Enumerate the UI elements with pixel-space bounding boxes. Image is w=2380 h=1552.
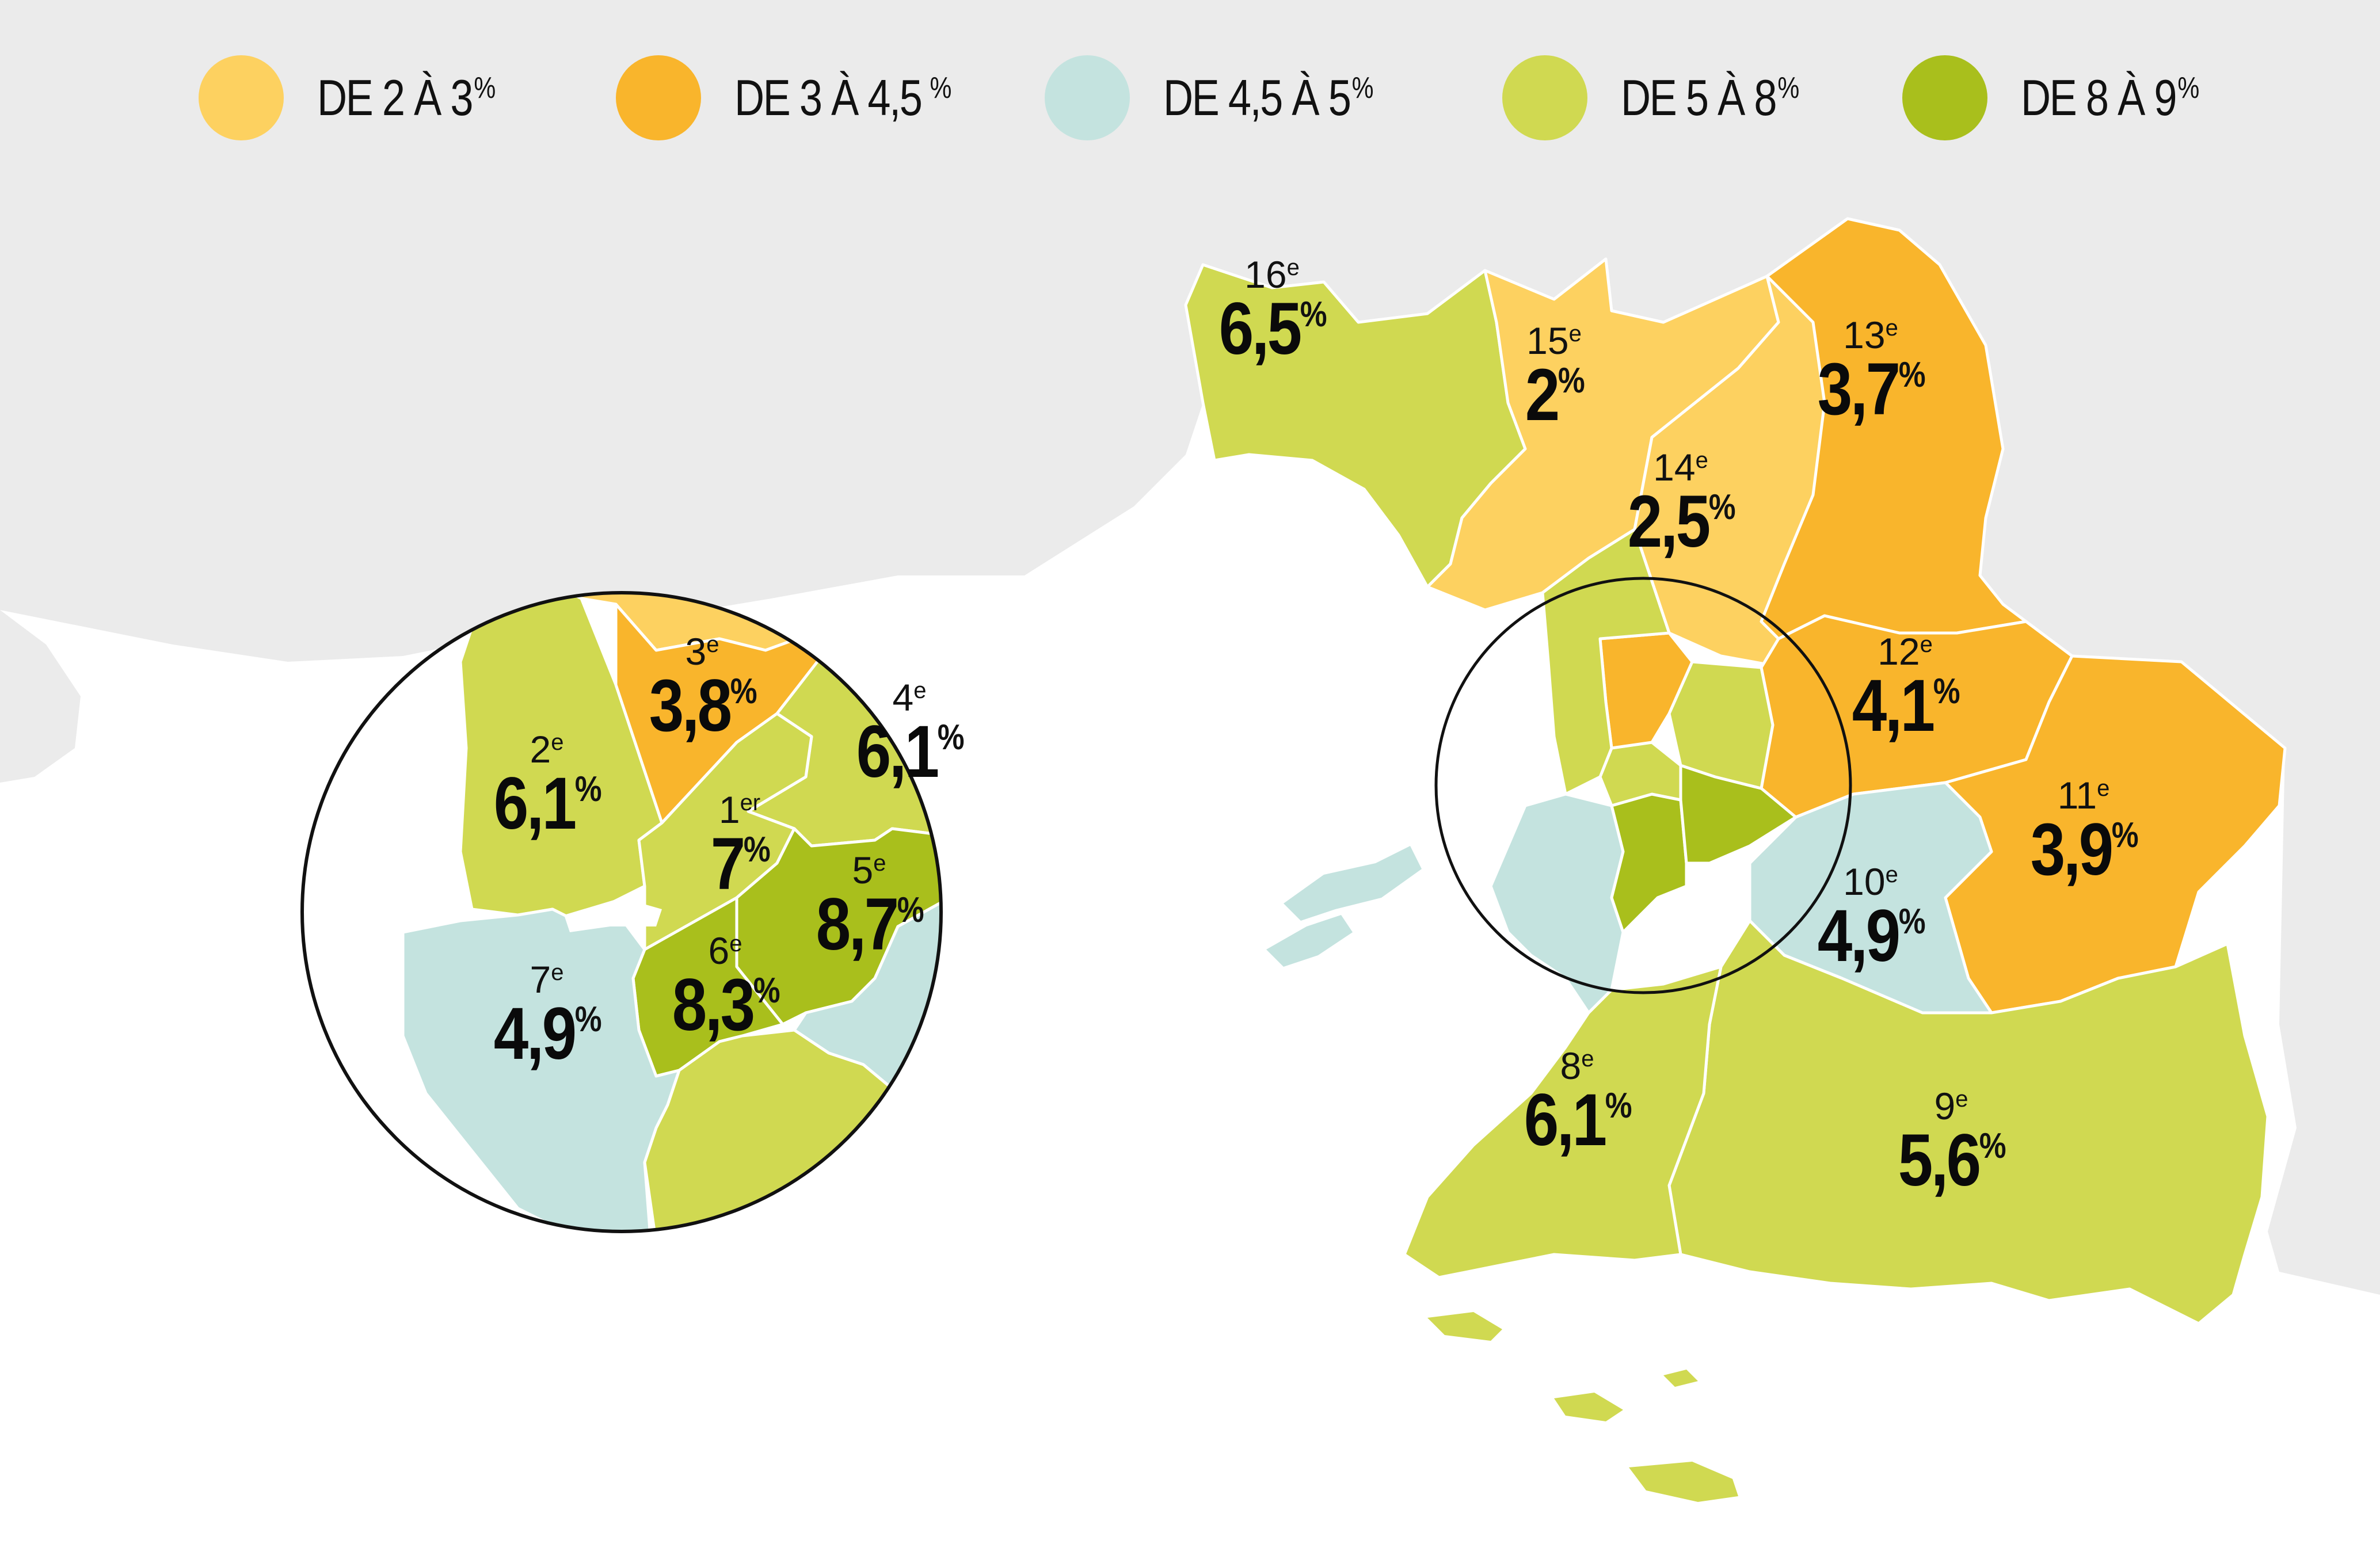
zoom-inset-frame — [300, 591, 943, 1233]
region-8[interactable] — [1403, 965, 1723, 1279]
legend-swatch-5-8 — [1502, 55, 1587, 140]
region-9[interactable] — [1667, 919, 2269, 1325]
riou-islands — [1427, 1312, 1738, 1502]
region-7[interactable] — [1489, 792, 1625, 1015]
zoom-inset — [302, 593, 1036, 1231]
main-map — [1184, 217, 2287, 1325]
label-arr-8: 8e6,1% — [1524, 1044, 1633, 1161]
legend-label-8-9: DE 8 À 9% — [2021, 69, 2200, 126]
label-arr-4: 4e6,1% — [856, 676, 966, 793]
region-4[interactable] — [1667, 660, 1774, 790]
region-1[interactable] — [1598, 741, 1682, 807]
arr-value-1: 7% — [711, 823, 770, 905]
label-arr-2: 2e6,1% — [494, 728, 603, 845]
region-2[interactable] — [1541, 528, 1671, 796]
legend-label-3-45: DE 3 À 4,5 % — [734, 69, 952, 126]
legend-label-2-3: DE 2 À 3% — [317, 69, 496, 126]
legend-item-8-9: DE 8 À 9% — [1902, 52, 2238, 144]
legend-item-5-8: DE 5 À 8% — [1502, 52, 1838, 144]
inset-harbour — [564, 898, 662, 932]
legend-item-45-5: DE 4,5 À 5% — [1045, 52, 1420, 144]
land-background — [0, 0, 2380, 1295]
zoom-area-indicator — [1434, 577, 1852, 994]
legend-swatch-3-45 — [616, 55, 701, 140]
arr-value-12: 4,1% — [1852, 665, 1960, 747]
region-6[interactable] — [1610, 792, 1688, 934]
legend-swatch-2-3 — [199, 55, 284, 140]
legend-label-5-8: DE 5 À 8% — [1621, 69, 1800, 126]
legend-swatch-45-5 — [1045, 55, 1130, 140]
coast-hills — [0, 610, 81, 783]
frioul-islands — [1266, 846, 1422, 967]
legend-swatch-8-9 — [1902, 55, 1987, 140]
arr-value-4: 6,1% — [856, 711, 964, 793]
legend-item-2-3: DE 2 À 3% — [199, 52, 535, 144]
inset-region-9 — [896, 1092, 941, 1231]
legend-item-3-45: DE 3 À 4,5 % — [616, 52, 999, 144]
arr-value-15: 2% — [1525, 354, 1585, 436]
inset-region-12 — [955, 691, 1036, 932]
legend: DE 2 À 3% DE 3 À 4,5 % DE 4,5 À 5% DE 5 … — [0, 52, 2380, 144]
legend-label-45-5: DE 4,5 À 5% — [1163, 69, 1374, 126]
arr-number-4: 4e — [893, 676, 927, 719]
